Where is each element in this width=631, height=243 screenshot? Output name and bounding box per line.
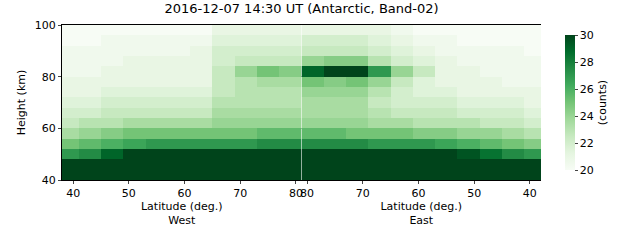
svg-text:80: 80	[300, 187, 314, 200]
svg-text:70: 70	[233, 187, 247, 200]
svg-text:22: 22	[580, 137, 594, 150]
svg-text:80: 80	[289, 187, 303, 200]
svg-text:100: 100	[35, 19, 56, 32]
svg-text:24: 24	[580, 110, 594, 123]
svg-text:50: 50	[467, 187, 481, 200]
svg-text:(counts): (counts)	[596, 80, 609, 125]
svg-text:40: 40	[523, 187, 537, 200]
svg-text:Latitude (deg.)East: Latitude (deg.)East	[380, 200, 462, 227]
svg-text:Latitude (deg.)West: Latitude (deg.)West	[141, 200, 223, 227]
svg-text:Height (km): Height (km)	[15, 70, 28, 136]
svg-text:26: 26	[580, 83, 594, 96]
svg-text:28: 28	[580, 56, 594, 69]
svg-text:30: 30	[580, 29, 594, 42]
svg-text:50: 50	[122, 187, 136, 200]
svg-text:60: 60	[178, 187, 192, 200]
svg-text:2016-12-07 14:30 UT (Antarctic: 2016-12-07 14:30 UT (Antarctic, Band-02)	[164, 1, 438, 16]
svg-text:20: 20	[580, 164, 594, 177]
svg-text:40: 40	[66, 187, 80, 200]
svg-text:60: 60	[42, 122, 56, 135]
svg-text:70: 70	[356, 187, 370, 200]
svg-text:80: 80	[42, 71, 56, 84]
svg-text:60: 60	[411, 187, 425, 200]
svg-text:40: 40	[42, 174, 56, 187]
